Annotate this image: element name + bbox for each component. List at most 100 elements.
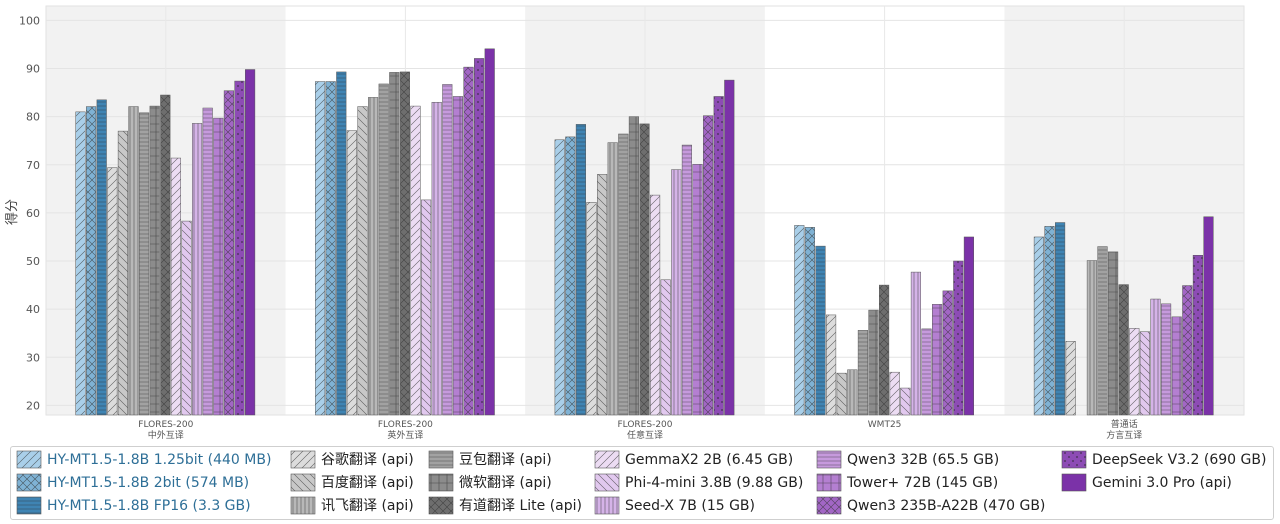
bar (107, 167, 118, 416)
bar (953, 260, 964, 416)
legend-label: Seed-X 7B (15 GB) (625, 498, 755, 514)
y-tick-label: 90 (26, 63, 40, 76)
legend-swatch (1061, 473, 1087, 492)
bar (463, 66, 474, 416)
bar (1129, 328, 1140, 416)
legend-item: HY-MT1.5-1.8B 2bit (574 MB) (16, 473, 249, 492)
bar (1203, 216, 1214, 416)
legend-item: HY-MT1.5-1.8B FP16 (3.3 GB) (16, 496, 251, 515)
legend-swatch (428, 450, 454, 469)
legend-swatch (816, 496, 842, 515)
legend-item: DeepSeek V3.2 (690 GB) (1061, 450, 1266, 469)
legend-item: HY-MT1.5-1.8B 1.25bit (440 MB) (16, 450, 271, 469)
x-tick-label: WMT25 (868, 420, 902, 430)
bar (1161, 303, 1172, 416)
legend-swatch (16, 450, 42, 469)
bar (223, 90, 234, 416)
y-tick-label: 20 (26, 399, 40, 412)
legend-label: HY-MT1.5-1.8B 2bit (574 MB) (47, 475, 249, 491)
bar (336, 71, 347, 416)
bar (1118, 284, 1129, 416)
bar (857, 330, 868, 416)
legend-item: 豆包翻译 (api) (428, 450, 552, 469)
y-tick-label: 40 (26, 303, 40, 316)
bar (671, 169, 682, 416)
bar (234, 80, 245, 416)
y-tick-label: 60 (26, 207, 40, 220)
legend-swatch (1061, 450, 1087, 469)
legend-label: Tower+ 72B (145 GB) (846, 475, 998, 491)
bar (378, 83, 389, 416)
legend-swatch (290, 450, 316, 469)
bar (1139, 331, 1150, 416)
legend-swatch (16, 473, 42, 492)
bar (421, 199, 432, 416)
bar (921, 328, 932, 416)
x-tick-label: 普通话 (1111, 418, 1138, 430)
legend-label: HY-MT1.5-1.8B 1.25bit (440 MB) (47, 452, 271, 468)
bar (1182, 285, 1193, 416)
bar (1065, 341, 1076, 416)
bar (86, 106, 97, 416)
bar (474, 58, 485, 416)
x-tick-sublabel: 英外互译 (387, 429, 423, 441)
bar (1108, 251, 1119, 416)
bar (1150, 298, 1161, 416)
bar (245, 69, 256, 416)
legend-swatch (816, 473, 842, 492)
bar (879, 284, 890, 416)
bar (484, 48, 495, 416)
legend-item: GemmaX2 2B (6.45 GB) (594, 450, 793, 469)
x-tick-sublabel: 方言互译 (1106, 429, 1142, 441)
legend-item: 微软翻译 (api) (428, 473, 552, 492)
legend: HY-MT1.5-1.8B 1.25bit (440 MB) HY-MT1.5-1… (10, 446, 1274, 520)
bar (910, 271, 921, 416)
bar (410, 105, 421, 416)
bar (660, 279, 671, 416)
legend-label: 谷歌翻译 (api) (321, 452, 414, 468)
bar (794, 225, 805, 416)
bar (149, 105, 160, 416)
y-tick-label: 100 (19, 14, 40, 27)
legend-item: 百度翻译 (api) (290, 473, 414, 492)
y-axis-label: 得分 (4, 199, 20, 225)
bar (1171, 316, 1182, 416)
bar (804, 227, 815, 416)
bar (202, 107, 213, 416)
legend-item: 讯飞翻译 (api) (290, 496, 414, 515)
legend-label: Phi-4-mini 3.8B (9.88 GB) (625, 475, 803, 491)
bar (357, 106, 368, 416)
legend-swatch (16, 496, 42, 515)
bar (618, 133, 629, 416)
legend-label: 豆包翻译 (api) (459, 452, 552, 468)
bar (315, 81, 326, 416)
bar (452, 96, 463, 416)
legend-swatch (428, 496, 454, 515)
bar (597, 174, 608, 416)
x-tick-label: FLORES-200 (138, 420, 193, 430)
legend-swatch (594, 473, 620, 492)
x-tick-sublabel: 任意互译 (627, 429, 663, 441)
bar (389, 72, 400, 416)
bar (399, 71, 410, 416)
bar (128, 106, 139, 416)
bar (1086, 260, 1097, 416)
legend-swatch (290, 473, 316, 492)
bar (932, 304, 943, 416)
y-tick-label: 30 (26, 351, 40, 364)
legend-label: Qwen3 235B-A22B (470 GB) (847, 498, 1045, 514)
bar (586, 202, 597, 416)
legend-swatch (816, 450, 842, 469)
bar (1033, 236, 1044, 416)
bar (826, 314, 837, 416)
bar (565, 136, 576, 416)
bar (325, 81, 336, 416)
bar (1044, 226, 1055, 416)
bar (868, 309, 879, 416)
bar (1097, 246, 1108, 416)
legend-item: 谷歌翻译 (api) (290, 450, 414, 469)
x-tick-label: FLORES-200 (378, 420, 433, 430)
legend-label: Gemini 3.0 Pro (api) (1092, 475, 1232, 491)
legend-item: Seed-X 7B (15 GB) (594, 496, 755, 515)
